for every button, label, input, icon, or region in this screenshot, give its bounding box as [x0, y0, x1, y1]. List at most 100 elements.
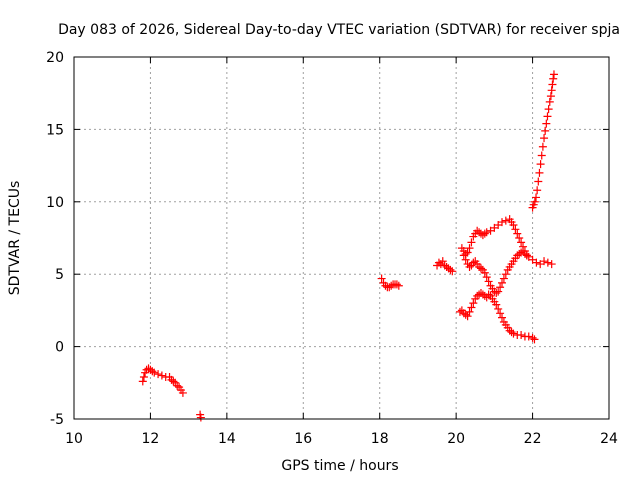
data-point [496, 309, 505, 318]
data-point [498, 218, 506, 227]
data-point [532, 193, 541, 202]
grid [74, 57, 609, 419]
series-arc-8 [528, 70, 558, 212]
data-point [465, 262, 474, 271]
data-point [522, 251, 531, 260]
series-arc-1 [138, 364, 187, 397]
y-axis-label: SDTVAR / TECUs [7, 181, 23, 296]
data-point [446, 265, 455, 274]
data-point [484, 277, 493, 286]
data-point [546, 92, 555, 101]
data-point [392, 280, 401, 289]
data-point [535, 168, 544, 177]
data-point [463, 312, 472, 321]
x-tick-label: 20 [447, 431, 465, 447]
data-point [492, 300, 501, 309]
data-point [548, 80, 557, 89]
y-tick-label: 0 [55, 340, 64, 356]
data-point [465, 244, 474, 253]
data-point [494, 304, 503, 313]
data-point [469, 258, 478, 267]
data-point [482, 228, 491, 237]
data-point [394, 281, 403, 290]
y-tick-label: 10 [46, 195, 64, 211]
data-point [459, 251, 468, 260]
data-point [542, 119, 551, 128]
data-point [484, 290, 493, 299]
data-point [540, 134, 549, 143]
data-point [507, 328, 516, 337]
data-point [545, 97, 554, 106]
chart-title: Day 083 of 2026, Sidereal Day-to-day VTE… [58, 22, 620, 38]
series-arc-7 [455, 289, 539, 344]
y-tick-label: -5 [50, 412, 64, 428]
data-point [524, 332, 533, 341]
data-point [511, 225, 520, 234]
data-point [476, 264, 485, 273]
data-point [434, 258, 443, 267]
data-marks [138, 70, 558, 422]
data-point [501, 216, 510, 225]
x-axis-label: GPS time / hours [281, 458, 398, 474]
data-point [517, 238, 526, 247]
y-tick-label: 5 [55, 267, 64, 283]
data-point [533, 186, 542, 195]
data-point [530, 335, 539, 344]
data-point [498, 278, 506, 287]
data-point [150, 368, 159, 377]
data-point [509, 220, 518, 229]
data-point [537, 151, 546, 160]
data-point [549, 70, 558, 79]
data-point [530, 197, 539, 206]
data-point [169, 377, 178, 386]
x-tick-label: 10 [65, 431, 83, 447]
data-point [467, 238, 476, 247]
data-point [499, 274, 508, 283]
data-point [480, 229, 489, 238]
data-point [549, 74, 558, 83]
data-point [541, 126, 550, 135]
data-point [494, 287, 503, 296]
data-point [513, 229, 522, 238]
data-point [154, 370, 163, 379]
data-point [178, 388, 187, 397]
plot-frame [73, 56, 610, 420]
data-point [157, 371, 166, 380]
data-point [138, 377, 147, 386]
axis-ticks [73, 56, 610, 420]
data-point [377, 274, 386, 283]
data-point [482, 273, 491, 282]
data-point [540, 257, 549, 266]
data-point [498, 313, 506, 322]
data-point [501, 270, 510, 279]
x-tick-label: 16 [294, 431, 312, 447]
data-point [496, 283, 505, 292]
data-point [509, 329, 518, 338]
data-point [467, 303, 476, 312]
data-point [448, 267, 457, 276]
data-point [469, 299, 478, 308]
data-point [515, 234, 524, 242]
x-tick-label: 22 [524, 431, 542, 447]
data-point [534, 177, 543, 186]
x-tick-label: 14 [218, 431, 236, 447]
data-point [438, 257, 447, 266]
y-tick-label: 15 [46, 122, 64, 138]
data-point [173, 381, 182, 390]
x-tick-label: 12 [142, 431, 160, 447]
data-point [547, 86, 556, 95]
data-point [148, 367, 157, 376]
data-point [532, 258, 541, 267]
data-point [465, 307, 474, 316]
y-tick-labels: -5 0 5 10 15 20 [46, 50, 64, 428]
data-point [517, 248, 526, 257]
x-tick-labels: 10 12 14 16 18 20 22 24 [65, 431, 618, 447]
data-point [455, 307, 464, 316]
series-arc-6 [459, 247, 556, 298]
x-tick-label: 24 [600, 431, 618, 447]
data-point [387, 281, 396, 290]
data-point [543, 258, 552, 267]
series-arc-3 [377, 274, 403, 292]
data-point [547, 260, 556, 269]
